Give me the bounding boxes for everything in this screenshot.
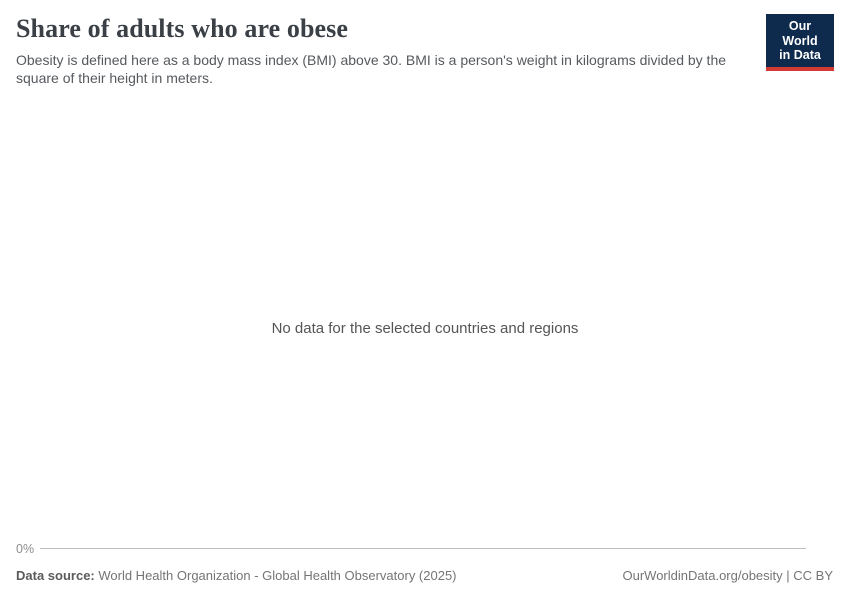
x-axis-line: [40, 548, 806, 549]
y-axis-tick-zero: 0%: [16, 542, 35, 556]
data-source-label: Data source:: [16, 568, 95, 583]
chart-title: Share of adults who are obese: [16, 14, 349, 43]
chart-footer: Data source: World Health Organization -…: [16, 568, 833, 584]
chart-header: Share of adults who are obese Obesity is…: [16, 14, 834, 87]
owid-logo[interactable]: Our World in Data: [766, 14, 834, 71]
owid-logo-line1: Our World: [782, 19, 818, 48]
owid-logo-line2: in Data: [779, 48, 821, 62]
data-source-line[interactable]: Data source: World Health Organization -…: [16, 568, 457, 584]
attribution-link[interactable]: OurWorldinData.org/obesity | CC BY: [622, 568, 834, 583]
chart-subtitle: Obesity is defined here as a body mass i…: [16, 51, 727, 86]
data-source-text: World Health Organization - Global Healt…: [94, 568, 457, 583]
no-data-message: No data for the selected countries and r…: [271, 320, 579, 337]
